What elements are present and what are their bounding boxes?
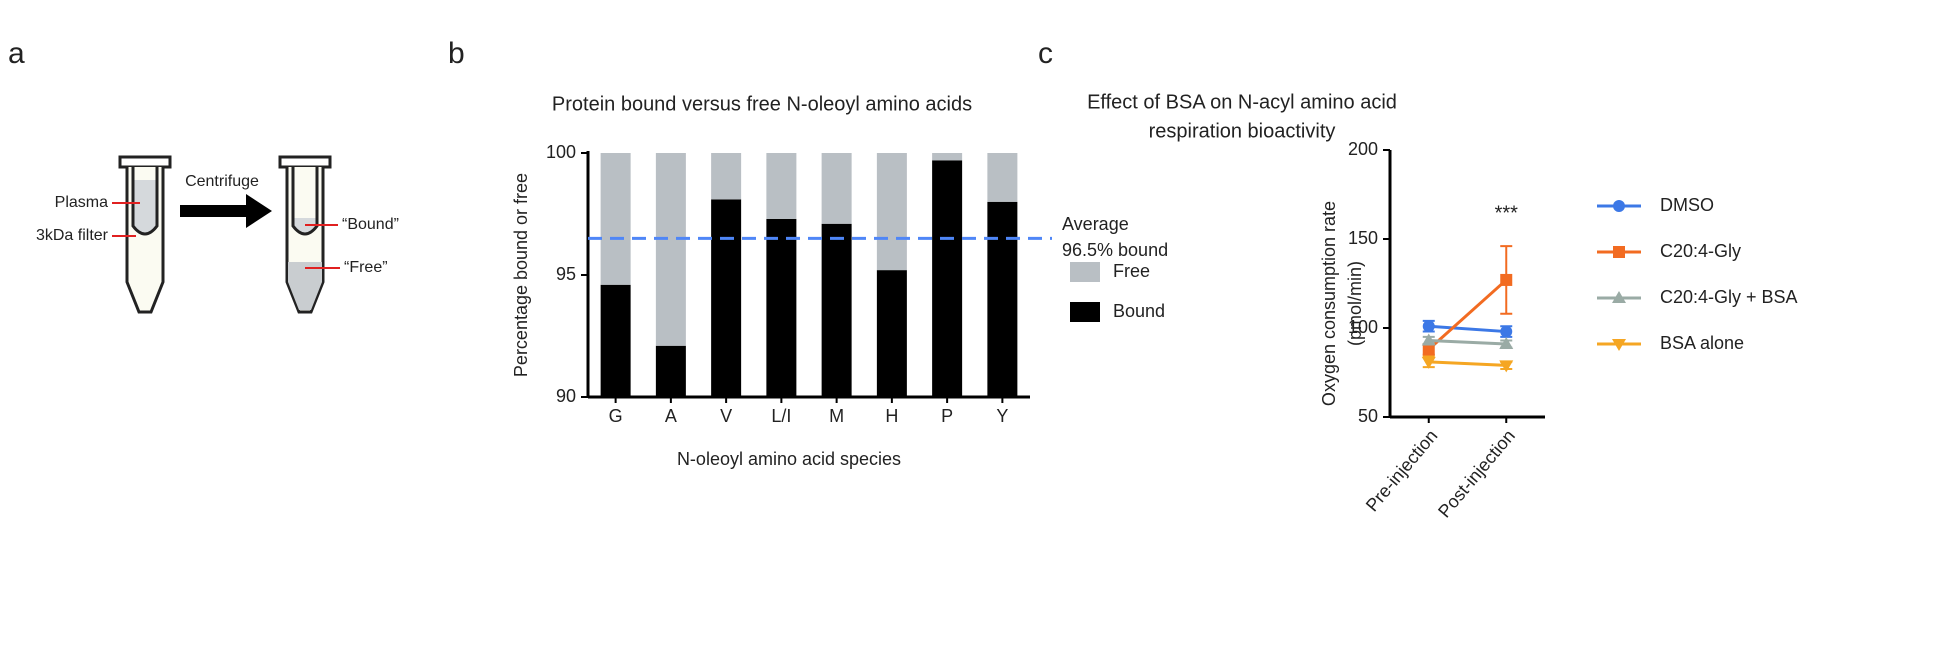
marker	[1422, 343, 1435, 356]
series-line	[1428, 324, 1507, 334]
series-line	[1427, 278, 1508, 351]
x-tick-label: P	[941, 406, 953, 426]
bar	[600, 284, 631, 397]
y-tick-label: 200	[1348, 139, 1378, 159]
bar	[987, 153, 1018, 202]
filter	[131, 167, 159, 236]
bar	[821, 153, 852, 224]
marker	[1499, 360, 1514, 373]
y-tick-label: 95	[556, 264, 576, 284]
series-line	[1428, 360, 1507, 367]
label: “Free”	[344, 259, 388, 276]
legend-label: BSA alone	[1660, 333, 1744, 353]
x-tick-label: V	[720, 406, 732, 426]
legend-label: C20:4-Gly + BSA	[1660, 287, 1798, 307]
y-tick-label: 100	[1348, 317, 1378, 337]
bar	[932, 160, 963, 397]
panel-label: c	[1038, 37, 1053, 70]
legend-label: DMSO	[1660, 195, 1714, 215]
panel-a: a Plasma 3kDa filter Centrifuge “Bound” …	[8, 37, 399, 314]
reference-label: 96.5% bound	[1062, 240, 1168, 260]
legend-swatch	[1070, 262, 1100, 282]
arrow-head	[246, 194, 272, 228]
x-tick-label: A	[665, 406, 677, 426]
bar	[987, 201, 1018, 397]
y-tick-label: 100	[546, 142, 576, 162]
marker	[1421, 356, 1436, 369]
bar	[655, 153, 686, 346]
label: Plasma	[55, 194, 108, 211]
legend-label: Free	[1113, 261, 1150, 281]
y-axis-label: (pmol/min)	[1345, 261, 1365, 346]
x-tick-label: L/I	[771, 406, 791, 426]
annotation: ***	[1495, 202, 1519, 224]
legend-swatch	[1070, 302, 1100, 322]
legend-label: C20:4-Gly	[1660, 241, 1741, 261]
marker	[1499, 337, 1514, 350]
free-fraction	[288, 262, 322, 310]
x-tick-label: G	[609, 406, 623, 426]
y-axis-label: Percentage bound or free	[511, 173, 531, 377]
marker	[1613, 246, 1625, 258]
marker	[1500, 273, 1513, 286]
label: 3kDa filter	[36, 227, 109, 244]
marker	[1612, 291, 1626, 303]
x-tick-label: Pre-injection	[1362, 426, 1442, 515]
panel-label: b	[448, 37, 465, 70]
marker	[1422, 320, 1435, 333]
chart-title: Effect of BSA on N-acyl amino acid	[1087, 91, 1397, 113]
bar	[766, 153, 797, 219]
bar	[932, 153, 963, 161]
x-tick-label: Y	[996, 406, 1008, 426]
legend-label: Bound	[1113, 301, 1165, 321]
plasma	[133, 180, 157, 234]
chart-title: Protein bound versus free N-oleoyl amino…	[552, 93, 972, 115]
marker	[1500, 325, 1513, 338]
bar	[600, 153, 631, 285]
reference-label: Average	[1062, 214, 1129, 234]
y-tick-label: 90	[556, 386, 576, 406]
marker	[1613, 200, 1625, 212]
step-label: Centrifuge	[185, 173, 259, 190]
tube-cap	[118, 155, 172, 169]
x-tick-label: H	[885, 406, 898, 426]
label: “Bound”	[342, 216, 399, 233]
x-tick-label: Post-injection	[1434, 426, 1519, 522]
chart-title: respiration bioactivity	[1149, 120, 1336, 142]
bar	[821, 223, 852, 397]
y-tick-label: 150	[1348, 228, 1378, 248]
panel-label: a	[8, 37, 25, 70]
tube-cap	[278, 155, 332, 169]
bar	[655, 345, 686, 397]
series-line	[1428, 338, 1507, 346]
bar	[711, 153, 742, 200]
bar	[876, 153, 907, 271]
arrow	[180, 205, 248, 217]
bar	[766, 218, 797, 397]
marker	[1612, 339, 1626, 351]
marker	[1421, 333, 1436, 346]
x-tick-label: M	[829, 406, 844, 426]
y-axis-label: Oxygen consumption rate	[1319, 201, 1339, 406]
bar	[711, 199, 742, 397]
bar	[876, 270, 907, 397]
filter	[291, 167, 319, 236]
x-axis-label: N-oleoyl amino acid species	[677, 449, 901, 469]
y-tick-label: 50	[1358, 406, 1378, 426]
